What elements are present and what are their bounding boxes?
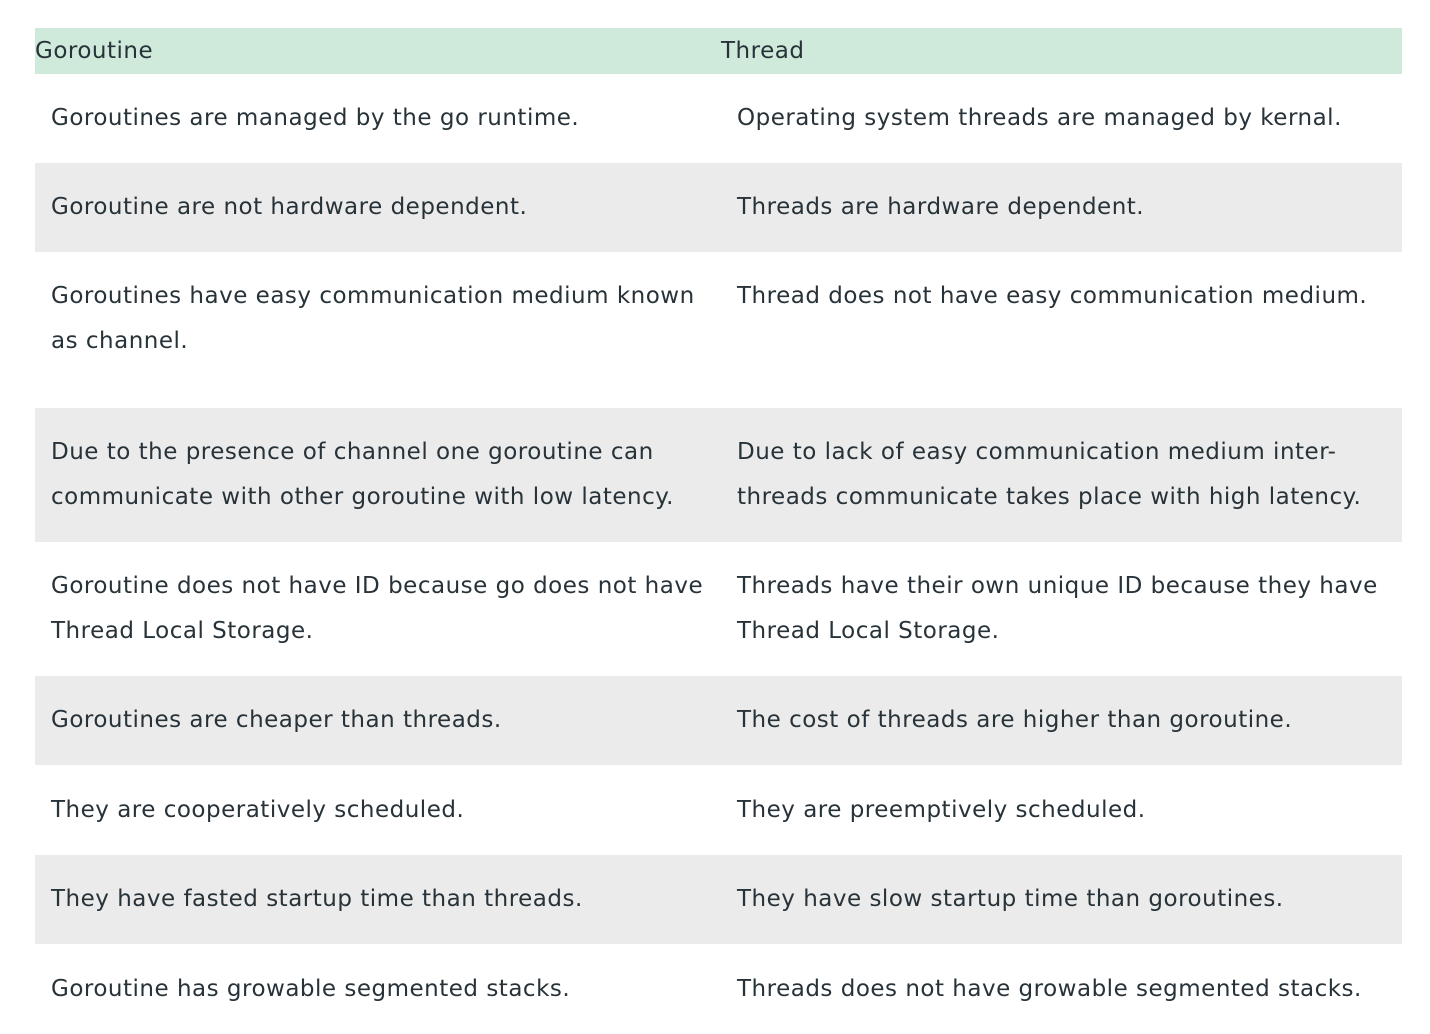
goroutine-cell: Due to the presence of channel one gorou… <box>35 408 721 542</box>
table-row: Goroutines have easy communication mediu… <box>35 252 1402 408</box>
table-body: Goroutines are managed by the go runtime… <box>35 74 1402 1034</box>
goroutine-cell: Goroutines are cheaper than threads. <box>35 676 721 765</box>
thread-cell: They are preemptively scheduled. <box>721 765 1402 855</box>
goroutine-cell: Goroutines have easy communication mediu… <box>35 252 721 408</box>
thread-cell: Threads are hardware dependent. <box>721 163 1402 252</box>
goroutine-cell: They are cooperatively scheduled. <box>35 765 721 855</box>
goroutine-cell: Goroutine does not have ID because go do… <box>35 542 721 676</box>
thread-cell: Threads does not have growable segmented… <box>721 944 1402 1034</box>
thread-cell: Operating system threads are managed by … <box>721 74 1402 163</box>
column-header-thread: Thread <box>721 28 1402 74</box>
table-row: They have fasted startup time than threa… <box>35 855 1402 944</box>
goroutine-cell: Goroutines are managed by the go runtime… <box>35 74 721 163</box>
header-row: Goroutine Thread <box>35 28 1402 74</box>
table-header: Goroutine Thread <box>35 28 1402 74</box>
table-row: They are cooperatively scheduled. They a… <box>35 765 1402 855</box>
thread-cell: They have slow startup time than gorouti… <box>721 855 1402 944</box>
table-row: Goroutines are cheaper than threads. The… <box>35 676 1402 765</box>
column-header-goroutine: Goroutine <box>35 28 721 74</box>
table-row: Due to the presence of channel one gorou… <box>35 408 1402 542</box>
comparison-table: Goroutine Thread Goroutines are managed … <box>35 28 1402 1034</box>
table-row: Goroutines are managed by the go runtime… <box>35 74 1402 163</box>
table-row: Goroutine does not have ID because go do… <box>35 542 1402 676</box>
goroutine-cell: Goroutine are not hardware dependent. <box>35 163 721 252</box>
table-row: Goroutine are not hardware dependent. Th… <box>35 163 1402 252</box>
thread-cell: Thread does not have easy communication … <box>721 252 1402 408</box>
goroutine-cell: Goroutine has growable segmented stacks. <box>35 944 721 1034</box>
goroutine-cell: They have fasted startup time than threa… <box>35 855 721 944</box>
table-row: Goroutine has growable segmented stacks.… <box>35 944 1402 1034</box>
thread-cell: The cost of threads are higher than goro… <box>721 676 1402 765</box>
thread-cell: Threads have their own unique ID because… <box>721 542 1402 676</box>
thread-cell: Due to lack of easy communication medium… <box>721 408 1402 542</box>
